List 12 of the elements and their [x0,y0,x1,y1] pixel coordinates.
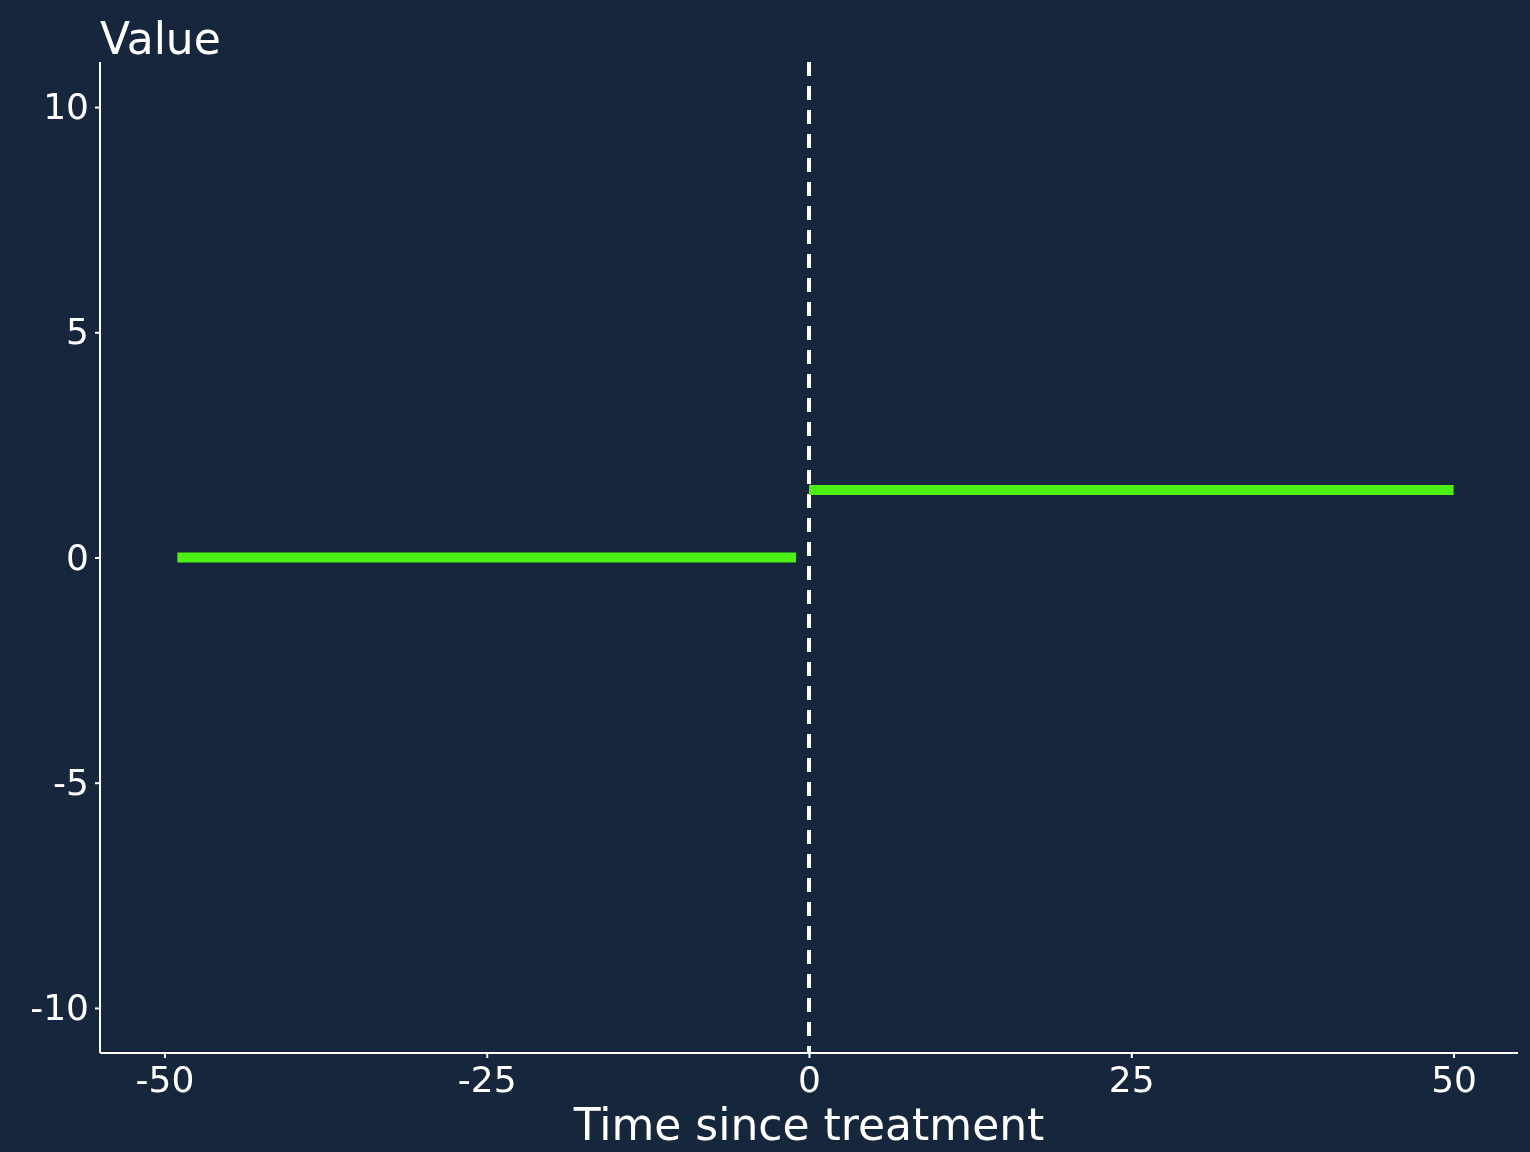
y-tick-label: -10 [30,986,89,1028]
x-tick-label: 50 [1431,1058,1477,1100]
x-tick-label: 0 [798,1058,821,1100]
y-tick-label: 5 [66,311,89,353]
y-tick-label: 0 [66,536,89,578]
x-tick-label: 25 [1108,1058,1155,1100]
y-tick-label: -5 [53,761,89,803]
x-tick-label: -25 [457,1058,517,1100]
x-axis-title: Time since treatment [572,1099,1045,1150]
x-tick-label: -50 [135,1058,195,1100]
y-axis-title: Value [100,13,221,64]
y-tick-label: 10 [43,86,89,128]
